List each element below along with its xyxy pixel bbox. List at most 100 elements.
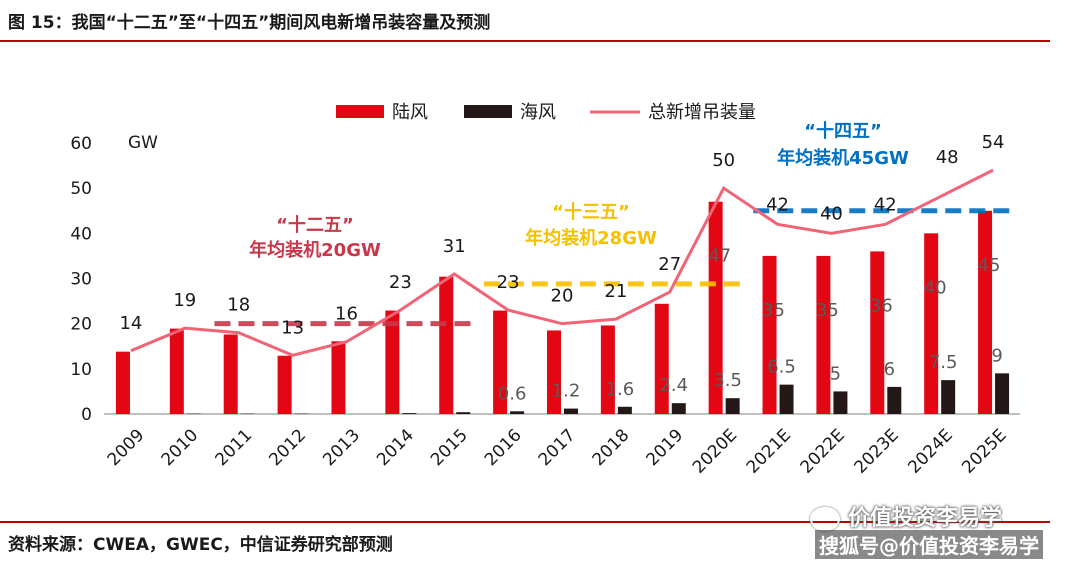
plan-quote-label: “十二五”	[276, 214, 354, 236]
onshore-bar	[762, 255, 777, 414]
legend-onshore-label: 陆风	[392, 102, 428, 123]
y-tick-label: 30	[70, 270, 92, 290]
offshore-bar	[995, 373, 1010, 414]
y-tick-label: 60	[70, 134, 92, 154]
y-tick-label: 40	[70, 224, 92, 244]
total-data-label: 54	[982, 132, 1005, 153]
plan-average-label: 年均装机28GW	[525, 227, 657, 249]
offshore-data-label: 6.5	[767, 357, 796, 378]
total-data-label: 42	[874, 194, 897, 215]
plan-average-label: 年均装机45GW	[777, 147, 909, 169]
legend-total-label: 总新增吊装量	[648, 102, 756, 123]
total-data-label: 18	[227, 295, 250, 316]
total-data-label: 42	[766, 194, 789, 215]
onshore-data-label: 35	[762, 300, 785, 321]
onshore-bar	[708, 201, 723, 414]
offshore-bar	[671, 403, 686, 414]
x-tick-label: 2013	[319, 425, 364, 470]
onshore-bar	[331, 341, 346, 414]
x-tick-label: 2010	[158, 425, 203, 470]
total-data-label: 23	[497, 272, 520, 293]
onshore-bar	[223, 334, 238, 414]
x-tick-label: 2022E	[797, 425, 849, 477]
offshore-data-label: 1.6	[606, 379, 635, 400]
onshore-bar	[654, 303, 669, 414]
offshore-data-label: 9	[991, 345, 1002, 366]
source-rule	[0, 521, 1050, 523]
plan-quote-label: “十三五”	[552, 201, 630, 223]
x-tick-label: 2023E	[850, 425, 902, 477]
onshore-data-label: 36	[870, 295, 893, 316]
onshore-bar	[600, 325, 615, 414]
onshore-bar	[547, 330, 561, 414]
x-tick-label: 2019	[643, 425, 688, 470]
offshore-bar	[779, 384, 794, 414]
offshore-data-label: 1.2	[552, 381, 581, 402]
offshore-data-label: 2.4	[659, 375, 688, 396]
x-tick-label: 2024E	[904, 425, 956, 477]
onshore-bar	[978, 210, 993, 414]
total-data-label: 19	[173, 290, 196, 311]
x-tick-label: 2012	[265, 425, 310, 470]
x-tick-label: 2014	[373, 425, 418, 470]
title-rule	[0, 40, 1050, 42]
x-tick-label: 2016	[481, 425, 526, 470]
x-tick-label: 2009	[104, 425, 149, 470]
y-tick-label: 50	[70, 179, 92, 199]
total-data-label: 31	[443, 236, 466, 257]
onshore-bar	[115, 351, 130, 414]
y-tick-label: 0	[81, 405, 92, 425]
x-tick-label: 2011	[212, 425, 257, 470]
onshore-bar	[924, 233, 939, 414]
watermark-top: 价值投资李易学	[810, 500, 1002, 532]
onshore-bar	[169, 328, 184, 414]
total-data-label: 23	[389, 272, 412, 293]
plan-average-label: 年均装机20GW	[249, 239, 381, 261]
offshore-data-label: 5	[830, 363, 841, 384]
onshore-data-label: 47	[708, 246, 731, 267]
y-tick-label: 20	[70, 315, 92, 335]
source-note: 资料来源：CWEA，GWEC，中信证券研究部预测	[8, 535, 393, 555]
onshore-data-label: 45	[978, 255, 1001, 276]
legend-offshore-label: 海风	[520, 102, 556, 123]
offshore-bar	[617, 406, 632, 414]
legend-onshore-swatch	[336, 105, 384, 118]
onshore-bar	[277, 355, 292, 414]
offshore-data-label: 6	[884, 359, 895, 380]
wechat-icon	[810, 507, 840, 531]
y-tick-label: 10	[70, 360, 92, 380]
plan-quote-label: “十四五”	[804, 120, 882, 142]
total-data-label: 21	[604, 281, 627, 302]
onshore-bar	[816, 255, 831, 414]
offshore-data-label: 3.5	[713, 370, 742, 391]
x-tick-label: 2021E	[743, 425, 795, 477]
onshore-bar	[439, 276, 454, 414]
offshore-data-label: 7.5	[929, 352, 958, 373]
total-line	[130, 168, 994, 357]
offshore-bar	[456, 412, 471, 414]
x-tick-label: 2015	[427, 425, 472, 470]
x-tick-label: 2018	[589, 425, 634, 470]
offshore-data-label: 0.6	[498, 383, 527, 404]
offshore-bar	[941, 380, 956, 414]
total-data-label: 16	[335, 304, 358, 325]
figure-title: 图 15：我国“十二五”至“十四五”期间风电新增吊装容量及预测	[8, 13, 491, 33]
total-data-label: 14	[119, 313, 142, 334]
onshore-data-label: 40	[924, 277, 947, 298]
total-data-label: 20	[551, 286, 574, 307]
offshore-bar	[402, 413, 417, 414]
offshore-bar	[725, 398, 740, 414]
x-tick-label: 2020E	[689, 425, 741, 477]
onshore-bar	[385, 310, 400, 414]
onshore-bar	[870, 251, 885, 414]
x-tick-label: 2017	[535, 425, 580, 470]
offshore-bar	[510, 411, 525, 414]
total-data-label: 27	[658, 254, 681, 275]
offshore-bar	[887, 386, 902, 414]
y-unit-label: GW	[128, 133, 158, 153]
x-tick-label: 2025E	[958, 425, 1010, 477]
offshore-bar	[564, 408, 578, 414]
offshore-bar	[833, 391, 848, 414]
total-data-label: 40	[820, 203, 843, 224]
